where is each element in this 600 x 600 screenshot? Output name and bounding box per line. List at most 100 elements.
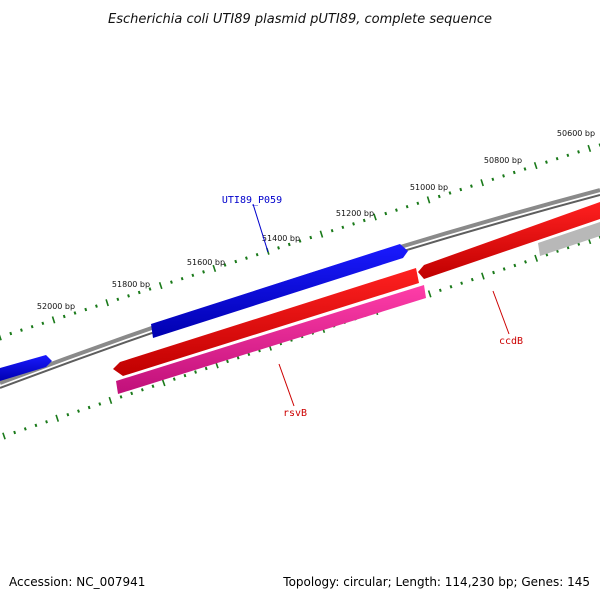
inner-ruler-tick bbox=[481, 272, 485, 280]
callout-line-ccdb bbox=[492, 290, 510, 335]
inner-ruler-tick bbox=[161, 379, 166, 387]
gene-arrow-other[interactable] bbox=[538, 222, 600, 256]
inner-ruler-tick bbox=[66, 412, 70, 417]
tick-label-52000: 52000 bp bbox=[37, 302, 75, 311]
outer-ruler-tick bbox=[105, 299, 109, 307]
summary-text: Topology: circular; Length: 114,230 bp; … bbox=[282, 575, 590, 589]
tick-label-51000: 51000 bp bbox=[410, 183, 448, 192]
outer-ruler-tick bbox=[148, 287, 152, 291]
callout-line-utib9-p059 bbox=[252, 203, 269, 253]
inner-ruler-tick bbox=[98, 402, 102, 406]
outer-ruler-tick bbox=[470, 184, 473, 188]
inner-ruler-tick bbox=[140, 388, 144, 392]
outer-ruler-tick bbox=[502, 174, 505, 178]
inner-ruler-tick bbox=[45, 420, 48, 424]
outer-ruler-tick bbox=[512, 170, 516, 175]
outer-ruler-tick bbox=[51, 316, 56, 324]
tick-label-51200: 51200 bp bbox=[336, 209, 374, 218]
gene-label-utib9-p059[interactable]: UTI89_P059 bbox=[222, 195, 282, 206]
inner-ruler-tick bbox=[119, 395, 123, 399]
inner-ruler-tick bbox=[513, 263, 517, 268]
map-title: Escherichia coli UTI89 plasmid pUTI89, c… bbox=[108, 12, 492, 27]
outer-ruler-tick bbox=[84, 307, 88, 312]
outer-ruler-tick bbox=[277, 246, 280, 250]
inner-ruler-tick bbox=[87, 405, 91, 410]
inner-ruler-tick bbox=[460, 281, 464, 285]
callout-line-rsvb bbox=[278, 363, 295, 407]
outer-ruler-tick bbox=[395, 208, 398, 212]
outer-ruler-tick bbox=[459, 187, 463, 192]
outer-ruler-tick bbox=[212, 264, 217, 273]
outer-ruler-tick bbox=[555, 156, 559, 161]
gene-arrow-forward-left[interactable] bbox=[0, 355, 52, 381]
gene-arrow-rsvb[interactable] bbox=[116, 285, 426, 394]
tick-label-50800: 50800 bp bbox=[484, 156, 522, 165]
outer-ruler-tick bbox=[158, 281, 163, 290]
inner-ruler-tick bbox=[524, 260, 527, 264]
outer-ruler-tick bbox=[437, 194, 441, 199]
outer-ruler-tick bbox=[0, 334, 2, 341]
outer-ruler-tick bbox=[523, 167, 527, 171]
inner-ruler-tick bbox=[226, 359, 229, 364]
gene-arrow-utib9-p059[interactable] bbox=[151, 244, 408, 338]
outer-ruler-tick bbox=[566, 153, 570, 158]
outer-ruler-tick bbox=[330, 228, 334, 233]
inner-ruler-tick bbox=[151, 384, 155, 389]
inner-ruler-tick bbox=[470, 277, 474, 282]
outer-ruler-tick bbox=[298, 239, 302, 243]
inner-ruler-tick bbox=[2, 432, 6, 440]
outer-ruler-tick bbox=[234, 259, 238, 264]
inner-ruler-tick bbox=[427, 290, 432, 298]
outer-ruler-tick bbox=[245, 256, 248, 260]
outer-ruler-tick bbox=[170, 280, 173, 284]
outer-ruler-tick bbox=[577, 150, 580, 154]
outer-ruler-tick bbox=[587, 144, 592, 153]
outer-ruler-tick bbox=[309, 235, 313, 240]
tick-label-51800: 51800 bp bbox=[112, 280, 150, 289]
inner-ruler-tick bbox=[172, 377, 176, 381]
outer-ruler-tick bbox=[448, 191, 452, 195]
outer-ruler-tick bbox=[319, 230, 324, 238]
outer-ruler-tick bbox=[405, 204, 409, 209]
outer-ruler-tick bbox=[545, 160, 548, 164]
gene-arrow-reverse-middle[interactable] bbox=[113, 268, 419, 376]
outer-ruler-tick bbox=[416, 201, 420, 206]
inner-ruler-tick bbox=[23, 427, 27, 431]
inner-ruler-tick bbox=[34, 423, 38, 428]
inner-ruler-tick bbox=[204, 366, 208, 371]
outer-ruler-tick bbox=[373, 213, 377, 221]
inner-ruler-tick bbox=[108, 396, 113, 405]
outer-ruler-tick bbox=[191, 273, 195, 278]
inner-ruler-tick bbox=[77, 409, 80, 413]
inner-ruler-tick bbox=[502, 267, 506, 271]
outer-ruler-tick bbox=[41, 321, 45, 326]
inner-ruler-tick bbox=[492, 270, 495, 275]
outer-ruler-tick bbox=[202, 270, 205, 274]
outer-ruler-tick bbox=[480, 179, 484, 187]
tick-label-50600: 50600 bp bbox=[557, 129, 595, 138]
gene-arrow-ccdb[interactable] bbox=[418, 202, 600, 279]
outer-ruler-tick bbox=[127, 294, 130, 298]
inner-ruler-tick bbox=[194, 370, 197, 374]
outer-ruler-tick bbox=[30, 324, 34, 329]
accession-text: Accession: NC_007941 bbox=[9, 575, 145, 589]
outer-ruler-tick bbox=[491, 177, 495, 182]
outer-ruler-tick bbox=[223, 263, 227, 267]
inner-ruler-tick bbox=[534, 254, 539, 262]
outer-ruler-tick bbox=[137, 290, 141, 295]
inner-ruler-tick bbox=[13, 430, 17, 435]
outer-ruler-tick bbox=[62, 314, 66, 319]
gene-label-rsvb[interactable]: rsvB bbox=[283, 408, 307, 419]
outer-ruler-tick bbox=[352, 222, 355, 226]
inner-ruler-tick bbox=[183, 373, 187, 378]
tick-label-51600: 51600 bp bbox=[187, 258, 225, 267]
outer-ruler-tick bbox=[255, 252, 259, 257]
inner-ruler-tick bbox=[55, 414, 60, 422]
outer-ruler-tick bbox=[384, 211, 388, 216]
outer-ruler-tick bbox=[95, 304, 98, 308]
outer-ruler-tick bbox=[20, 328, 23, 332]
outer-ruler-tick bbox=[73, 311, 77, 315]
gene-label-ccdb[interactable]: ccdB bbox=[499, 336, 523, 347]
outer-ruler-tick bbox=[533, 161, 538, 170]
